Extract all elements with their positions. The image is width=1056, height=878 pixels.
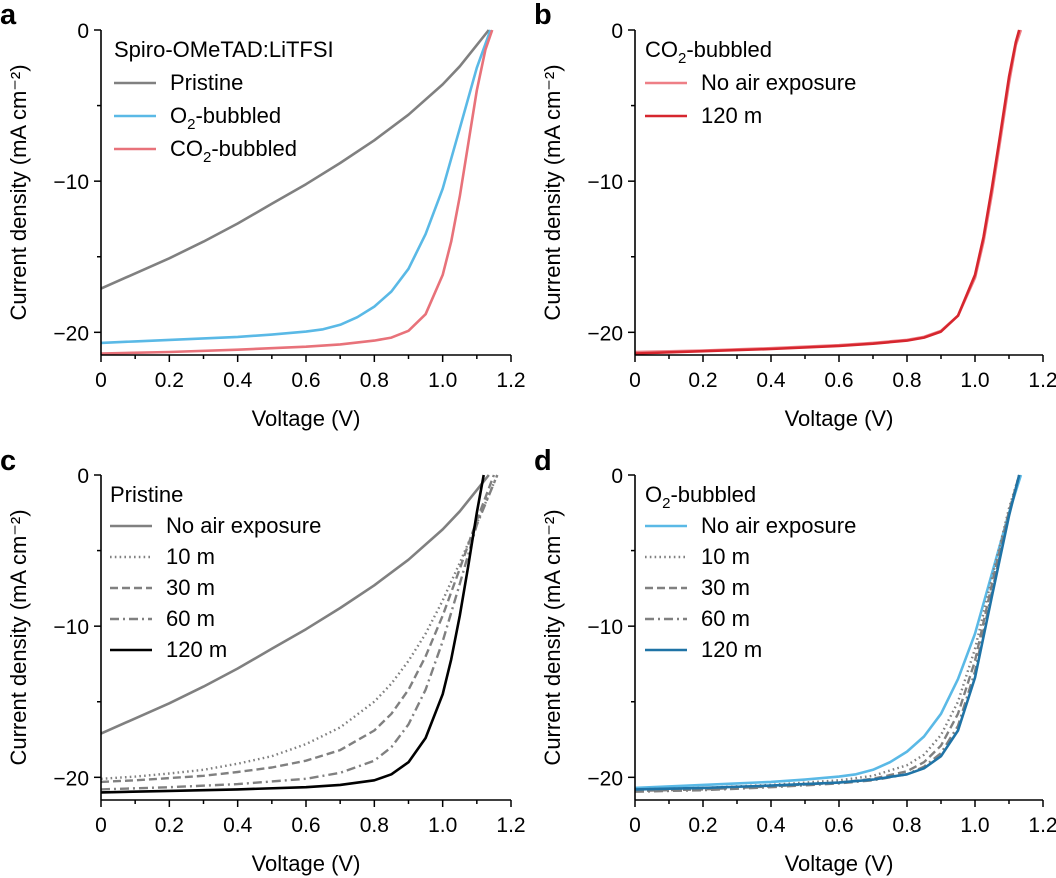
series-line-b-1 <box>635 29 1021 355</box>
series-line-c-2 <box>101 474 496 784</box>
series-line-d-3 <box>635 474 1021 793</box>
panel-label-d: d <box>534 445 552 477</box>
x-tick-label-b: 1.2 <box>1028 369 1056 392</box>
x-axis-title-c: Voltage (V) <box>252 851 361 876</box>
x-tick-label-a: 0.2 <box>155 369 184 392</box>
y-tick-label-a: 0 <box>77 20 89 43</box>
series-line-d-0 <box>635 474 1023 790</box>
x-tick-label-a: 0.6 <box>291 369 320 392</box>
series-line-a-0 <box>101 29 490 290</box>
x-axis-title-d: Voltage (V) <box>785 851 894 876</box>
y-tick-label-b: −10 <box>587 171 623 194</box>
y-axis-title-b: Current density (mA cm⁻²) <box>540 64 565 320</box>
y-tick-label-a: −10 <box>53 171 89 194</box>
legend-label-c-1: 10 m <box>166 544 215 569</box>
legend-label-c-3: 60 m <box>166 606 215 631</box>
x-tick-label-c: 0.6 <box>291 814 320 837</box>
legend-label-d-3: 60 m <box>701 606 750 631</box>
y-tick-label-d: −20 <box>587 767 623 790</box>
x-tick-label-b: 0 <box>629 369 641 392</box>
legend-title-b: CO2-bubbled <box>645 37 772 67</box>
y-tick-label-b: 0 <box>611 20 623 43</box>
x-tick-label-c: 0.4 <box>223 814 253 837</box>
x-tick-label-a: 1.0 <box>428 369 457 392</box>
x-tick-label-a: 0.4 <box>223 369 253 392</box>
legend-title-c: Pristine <box>110 482 183 507</box>
y-tick-label-d: −10 <box>587 616 623 639</box>
legend-label-a-0: Pristine <box>170 70 243 95</box>
x-tick-label-d: 1.0 <box>960 814 989 837</box>
x-axis-title-a: Voltage (V) <box>252 406 361 431</box>
x-tick-label-a: 0 <box>95 369 107 392</box>
x-tick-label-b: 0.6 <box>824 369 853 392</box>
legend-title-a: Spiro-OMeTAD:LiTFSI <box>114 37 334 62</box>
legend-label-a-1: O2-bubbled <box>170 103 281 133</box>
legend-label-d-0: No air exposure <box>701 513 856 538</box>
x-tick-label-a: 1.2 <box>496 369 525 392</box>
series-line-a-1 <box>101 29 492 345</box>
legend-label-b-1: 120 m <box>701 103 762 128</box>
legend-label-d-1: 10 m <box>701 544 750 569</box>
y-tick-label-a: −20 <box>53 322 89 345</box>
x-tick-label-c: 0.8 <box>360 814 389 837</box>
x-tick-label-d: 0.8 <box>892 814 921 837</box>
legend-label-b-0: No air exposure <box>701 70 856 95</box>
x-tick-label-d: 0.4 <box>756 814 786 837</box>
series-line-c-1 <box>101 474 499 780</box>
panel-label-a: a <box>0 0 17 31</box>
legend-label-c-0: No air exposure <box>166 513 321 538</box>
legend-label-d-4: 120 m <box>701 637 762 662</box>
y-tick-label-d: 0 <box>611 465 623 488</box>
x-tick-label-d: 1.2 <box>1028 814 1056 837</box>
series-line-d-4 <box>635 474 1021 791</box>
legend-label-c-4: 120 m <box>166 637 227 662</box>
legend-label-d-2: 30 m <box>701 575 750 600</box>
legend-title-d: O2-bubbled <box>645 482 756 512</box>
x-tick-label-c: 1.2 <box>496 814 525 837</box>
y-tick-label-b: −20 <box>587 322 623 345</box>
x-tick-label-c: 0 <box>95 814 107 837</box>
x-tick-label-b: 0.2 <box>688 369 717 392</box>
x-tick-label-b: 1.0 <box>960 369 989 392</box>
legend-label-a-2: CO2-bubbled <box>170 136 297 166</box>
y-tick-label-c: 0 <box>77 465 89 488</box>
series-line-d-1 <box>635 474 1021 791</box>
x-tick-label-b: 0.8 <box>892 369 921 392</box>
legend-label-c-2: 30 m <box>166 575 215 600</box>
y-axis-title-a: Current density (mA cm⁻²) <box>6 64 31 320</box>
panel-label-b: b <box>534 0 552 31</box>
x-tick-label-d: 0.2 <box>688 814 717 837</box>
y-tick-label-c: −20 <box>53 767 89 790</box>
series-line-c-0 <box>101 474 490 735</box>
x-tick-label-d: 0.6 <box>824 814 853 837</box>
x-tick-label-d: 0 <box>629 814 641 837</box>
x-axis-title-b: Voltage (V) <box>785 406 894 431</box>
x-tick-label-c: 1.0 <box>428 814 457 837</box>
y-tick-label-c: −10 <box>53 616 89 639</box>
x-tick-label-b: 0.4 <box>756 369 786 392</box>
x-tick-label-c: 0.2 <box>155 814 184 837</box>
series-line-a-2 <box>101 29 494 355</box>
y-axis-title-d: Current density (mA cm⁻²) <box>540 509 565 765</box>
series-line-c-4 <box>101 474 485 794</box>
panel-label-c: c <box>0 445 16 477</box>
y-axis-title-c: Current density (mA cm⁻²) <box>6 509 31 765</box>
series-line-c-3 <box>101 474 499 791</box>
x-tick-label-a: 0.8 <box>360 369 389 392</box>
